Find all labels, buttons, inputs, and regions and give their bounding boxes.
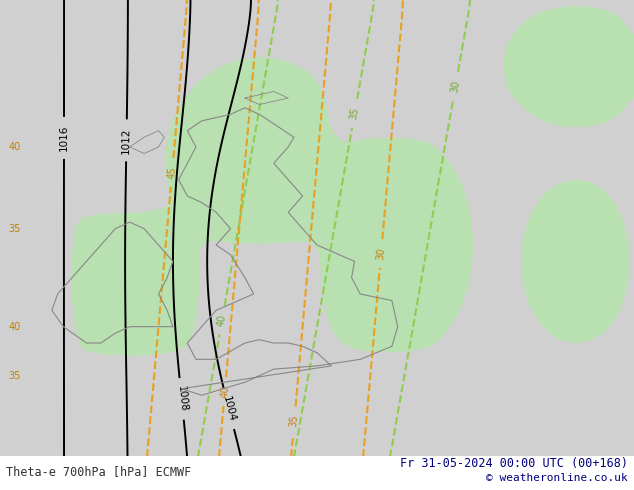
Text: 40: 40 — [9, 142, 21, 152]
Text: 35: 35 — [9, 223, 21, 234]
Text: 1016: 1016 — [59, 124, 69, 151]
Text: 1004: 1004 — [221, 395, 237, 423]
Text: 40: 40 — [9, 321, 21, 332]
Text: 40: 40 — [216, 313, 228, 327]
Text: 35: 35 — [9, 370, 21, 381]
Text: 30: 30 — [450, 79, 462, 93]
Text: Theta-e 700hPa [hPa] ECMWF: Theta-e 700hPa [hPa] ECMWF — [6, 465, 191, 478]
Text: Fr 31-05-2024 00:00 UTC (00+168): Fr 31-05-2024 00:00 UTC (00+168) — [399, 457, 628, 470]
Text: 35: 35 — [288, 415, 300, 428]
Text: 30: 30 — [375, 247, 387, 260]
Text: © weatheronline.co.uk: © weatheronline.co.uk — [486, 473, 628, 483]
Text: 45: 45 — [167, 166, 178, 179]
Text: 1008: 1008 — [176, 385, 188, 413]
Text: 40: 40 — [219, 385, 230, 398]
Text: 1012: 1012 — [121, 127, 132, 154]
Text: 35: 35 — [349, 106, 361, 120]
